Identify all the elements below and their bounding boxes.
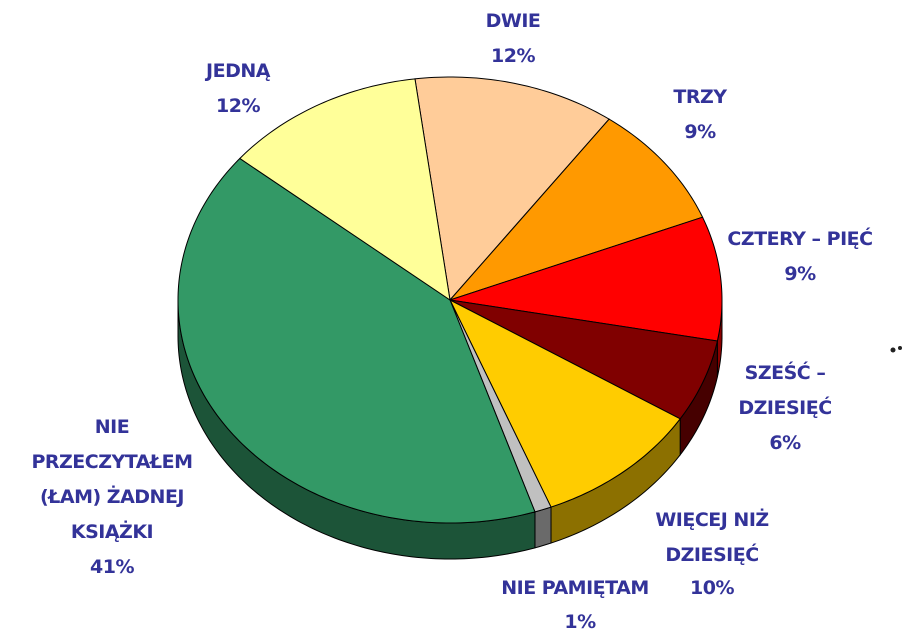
value-label: 10% bbox=[672, 571, 752, 606]
slice-label: TRZY 9% bbox=[655, 80, 745, 150]
label-text: CZTERY – PIĘĆ bbox=[727, 228, 873, 250]
pie-slice bbox=[239, 78, 451, 302]
slice-label: CZTERY – PIĘĆ 9% bbox=[700, 222, 900, 292]
slice-label: NIE PAMIĘTAM bbox=[475, 571, 675, 606]
slice-label: DWIE 12% bbox=[463, 4, 563, 74]
value-label: 41% bbox=[90, 556, 134, 578]
stray-dot bbox=[890, 347, 896, 353]
label-text: NIE PRZECZYTAŁEM (ŁAM) ŻADNEJ KSIĄŻKI bbox=[31, 416, 193, 543]
value-label: 6% bbox=[769, 432, 801, 454]
slice-label: SZEŚĆ – DZIESIĘĆ 6% bbox=[725, 356, 845, 461]
pie-slice bbox=[414, 76, 610, 302]
label-text: 10% bbox=[690, 577, 734, 599]
pie-slice bbox=[448, 118, 704, 302]
pie-slice bbox=[177, 157, 536, 524]
slice-label: WIĘCEJ NIŻ DZIESIĘĆ bbox=[637, 503, 787, 573]
label-text: JEDNĄ bbox=[206, 60, 270, 82]
label-text: TRZY bbox=[673, 86, 727, 108]
value-label: 9% bbox=[684, 121, 716, 143]
value-label: 9% bbox=[784, 263, 816, 285]
value-label: 1% bbox=[540, 605, 620, 635]
value-label: 12% bbox=[491, 45, 535, 67]
label-text: 1% bbox=[564, 611, 596, 633]
value-label: 12% bbox=[216, 95, 260, 117]
pie-slice bbox=[449, 299, 718, 420]
stray-dot bbox=[898, 346, 902, 350]
label-text: NIE PAMIĘTAM bbox=[501, 577, 649, 599]
pie-side bbox=[534, 506, 552, 549]
label-text: SZEŚĆ – DZIESIĘĆ bbox=[738, 362, 832, 419]
label-text: WIĘCEJ NIŻ DZIESIĘĆ bbox=[655, 509, 769, 566]
slice-label: NIE PRZECZYTAŁEM (ŁAM) ŻADNEJ KSIĄŻKI 41% bbox=[17, 410, 207, 585]
label-text: DWIE bbox=[485, 10, 541, 32]
slice-label: JEDNĄ 12% bbox=[183, 54, 293, 124]
pie-slice bbox=[448, 298, 681, 508]
